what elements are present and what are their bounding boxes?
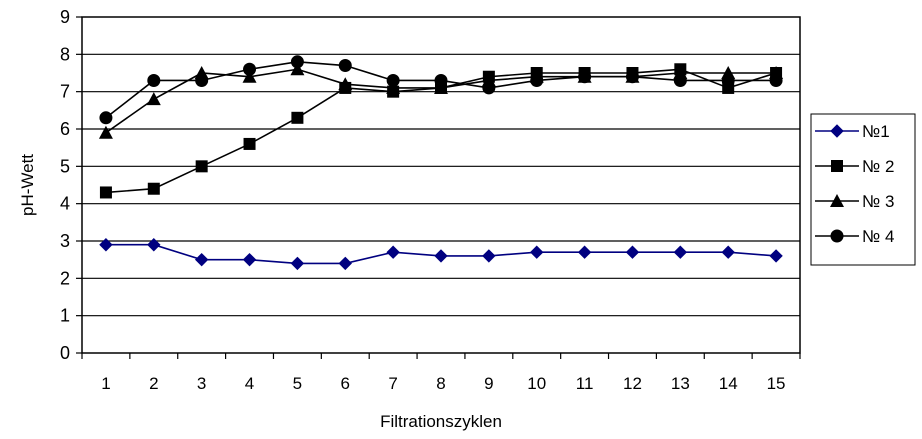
data-point [338,59,352,73]
plot-area [81,16,801,354]
data-point [194,252,209,267]
data-point [291,111,304,124]
data-point [242,252,257,267]
x-tick-label: 10 [527,374,546,393]
data-point [386,73,400,87]
data-point [434,249,448,263]
legend-item: №1 [815,122,890,141]
data-point [290,55,304,69]
legend-label: № 2 [862,157,894,176]
x-tick-label: 1 [101,374,110,393]
legend-item: № 3 [815,192,894,211]
legend-label: №1 [862,122,890,141]
x-axis-ticks: 1 2 3 4 5 6 7 8 9 10 11 12 13 14 15 [81,353,801,393]
data-point [625,245,640,259]
data-point [242,69,257,83]
legend-item: № 2 [815,157,894,176]
y-tick-label: 2 [60,268,70,288]
data-point [673,73,687,87]
data-point [721,73,735,87]
series-4 [99,55,783,125]
data-point [831,160,843,172]
y-tick-label: 7 [60,82,70,102]
x-tick-label: 3 [197,374,206,393]
data-point [147,238,161,252]
data-point [290,256,305,271]
data-point [434,80,448,94]
data-point [769,73,783,87]
data-point [99,238,113,252]
legend-label: № 4 [862,227,894,246]
data-point [386,80,401,94]
y-tick-label: 8 [60,44,70,64]
y-axis-ticks: 0 1 2 3 4 5 6 7 8 9 [60,7,82,363]
data-point [195,73,209,87]
data-point [146,92,161,106]
legend-item: № 4 [815,227,894,246]
data-point [338,77,353,91]
x-tick-label: 12 [623,374,642,393]
data-point [830,229,844,243]
data-point [243,137,256,150]
series-3 [98,62,784,139]
data-point [434,73,448,87]
y-tick-label: 1 [60,306,70,326]
data-point [99,111,113,125]
y-tick-label: 0 [60,343,70,363]
x-tick-label: 5 [293,374,302,393]
x-axis-title: Filtrationszyklen [380,412,502,431]
data-point [243,62,257,76]
y-tick-label: 5 [60,156,70,176]
series-1 [99,238,783,271]
data-point [625,70,639,84]
data-point [769,249,783,263]
x-tick-label: 8 [436,374,445,393]
x-tick-label: 6 [341,374,350,393]
data-point [338,256,352,271]
data-point [530,245,544,259]
data-point [99,186,112,199]
legend-label: № 3 [862,192,894,211]
data-point [147,73,161,87]
data-point [195,160,208,173]
data-point [386,245,400,259]
data-point [98,125,113,139]
y-tick-label: 6 [60,119,70,139]
x-tick-label: 15 [767,374,786,393]
y-tick-label: 4 [60,194,70,214]
data-point [721,245,735,259]
legend-box [810,113,916,266]
data-point [578,70,592,84]
data-point [530,73,544,87]
x-tick-label: 9 [484,374,493,393]
data-point [830,124,844,138]
data-point [482,81,496,95]
y-tick-label: 3 [60,231,70,251]
data-point [147,182,160,195]
y-axis-title: pH-Wett [18,154,37,216]
x-tick-label: 4 [245,374,254,393]
x-tick-label: 2 [149,374,158,393]
data-point [673,245,688,259]
data-point [577,245,592,259]
x-tick-label: 7 [388,374,397,393]
y-tick-label: 9 [60,7,70,27]
x-tick-label: 14 [719,374,738,393]
data-point [290,62,305,76]
legend: №1 № 2 № 3 № 4 [810,113,916,266]
data-point [830,194,844,207]
series-layer [98,55,784,271]
data-point [482,249,496,263]
x-tick-label: 13 [671,374,690,393]
x-tick-label: 11 [576,374,594,393]
